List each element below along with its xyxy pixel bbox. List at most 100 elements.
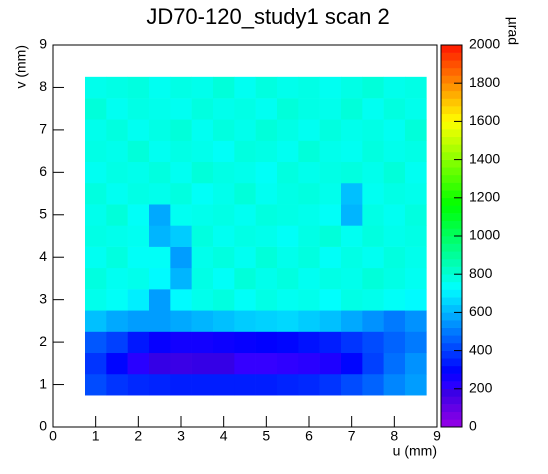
heat-cell — [127, 246, 150, 269]
heat-cell — [405, 373, 427, 396]
colorbar-step — [441, 197, 462, 206]
heat-cell — [149, 246, 171, 269]
heat-cell — [319, 161, 342, 184]
z-tick-label: 600 — [469, 303, 493, 319]
heat-cell — [298, 373, 320, 396]
colorbar-step — [441, 182, 462, 191]
heat-cell — [405, 140, 427, 163]
heat-cell — [85, 331, 107, 354]
heat-cell — [191, 331, 214, 354]
y-tick-label: 4 — [39, 248, 47, 264]
heat-cell — [277, 289, 299, 311]
heat-cell — [170, 373, 192, 396]
heat-cell — [234, 119, 256, 141]
heat-cell — [149, 352, 171, 375]
heat-cell — [170, 289, 192, 311]
heat-cell — [191, 98, 214, 120]
heat-cell — [191, 267, 214, 290]
heat-cell — [362, 352, 384, 375]
heat-cell — [255, 246, 278, 269]
heat-cell — [341, 246, 363, 269]
heat-cell — [191, 310, 214, 332]
heat-cell — [85, 267, 107, 290]
heat-cell — [213, 310, 235, 332]
heat-cell — [127, 140, 150, 163]
heat-cell — [383, 225, 406, 247]
heat-cell — [170, 331, 192, 354]
colorbar-step — [441, 258, 462, 267]
heat-cell — [85, 373, 107, 396]
heat-cell — [106, 246, 128, 269]
heat-cell — [213, 267, 235, 290]
colorbar-step — [441, 220, 462, 229]
heat-cell — [234, 98, 256, 120]
heat-cell — [362, 225, 384, 247]
heat-cell — [362, 373, 384, 396]
heat-cell — [405, 98, 427, 120]
heat-cell — [383, 161, 406, 184]
heat-cell — [170, 119, 192, 141]
heat-cell — [85, 246, 107, 269]
heat-cell — [106, 331, 128, 354]
heat-cell — [255, 352, 278, 375]
heat-cell — [234, 161, 256, 184]
heat-cell — [106, 98, 128, 120]
heat-cell — [383, 76, 406, 99]
z-tick-label: 0 — [469, 418, 477, 434]
heat-cell — [405, 76, 427, 99]
heat-cell — [277, 140, 299, 163]
heat-cell — [149, 204, 171, 226]
heat-cell — [213, 161, 235, 184]
heat-cell — [213, 76, 235, 99]
z-tick-label: 1200 — [469, 189, 500, 205]
heat-cell — [298, 161, 320, 184]
heat-cell — [362, 204, 384, 226]
heat-cell — [298, 331, 320, 354]
heat-cell — [362, 98, 384, 120]
heat-cell — [149, 310, 171, 332]
heat-cell — [362, 119, 384, 141]
heat-cell — [383, 246, 406, 269]
heat-cell — [362, 246, 384, 269]
heat-cell — [341, 98, 363, 120]
colorbar-step — [441, 90, 462, 99]
heat-cell — [234, 289, 256, 311]
x-tick-label: 3 — [177, 428, 185, 444]
heat-cell — [362, 182, 384, 205]
colorbar-step — [441, 45, 462, 53]
heat-cell — [405, 267, 427, 290]
colorbar-step — [441, 83, 462, 92]
heat-cell — [341, 204, 363, 226]
heat-cell — [319, 373, 342, 396]
heat-cell — [127, 331, 150, 354]
heat-cell — [255, 98, 278, 120]
heat-cell — [213, 373, 235, 396]
colorbar-step — [441, 396, 462, 405]
colorbar-step — [441, 121, 462, 130]
colorbar-step — [441, 312, 462, 321]
x-tick-label: 9 — [433, 428, 441, 444]
heat-cell — [170, 352, 192, 375]
heat-cell — [85, 161, 107, 184]
heat-cell — [383, 119, 406, 141]
heat-cell — [255, 119, 278, 141]
heat-cell — [277, 310, 299, 332]
heat-cell — [383, 267, 406, 290]
heat-cell — [213, 182, 235, 205]
heat-cell — [85, 182, 107, 205]
z-tick-label: 400 — [469, 341, 493, 357]
heat-cell — [170, 140, 192, 163]
heat-cell — [405, 331, 427, 354]
heat-cell — [341, 267, 363, 290]
heat-cell — [319, 267, 342, 290]
heat-cell — [255, 225, 278, 247]
heat-cell — [255, 204, 278, 226]
heat-cell — [319, 204, 342, 226]
heat-cell — [85, 225, 107, 247]
heat-cell — [106, 267, 128, 290]
heat-cell — [191, 289, 214, 311]
heat-cell — [127, 373, 150, 396]
heat-cell — [319, 310, 342, 332]
colorbar-step — [441, 167, 462, 176]
heat-cell — [170, 310, 192, 332]
